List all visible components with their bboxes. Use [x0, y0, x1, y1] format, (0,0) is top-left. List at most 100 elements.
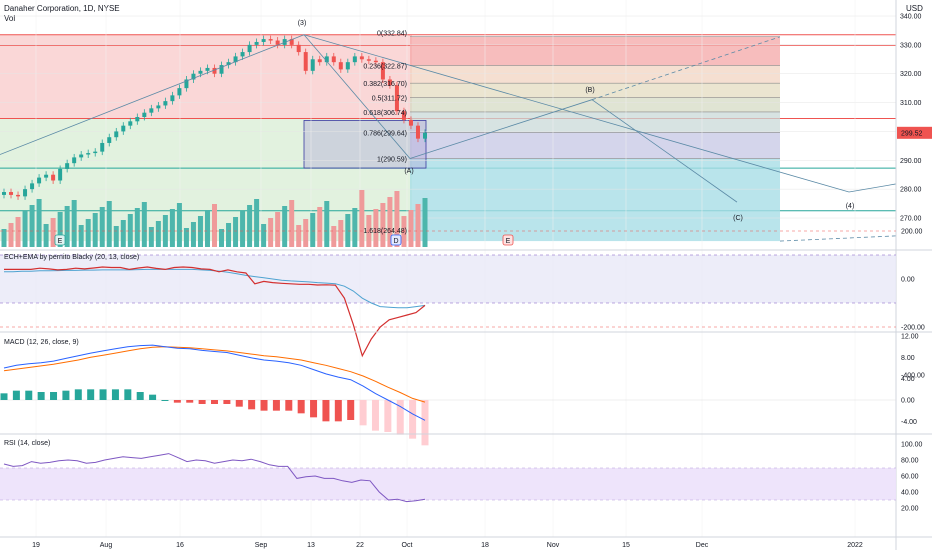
candle [170, 95, 175, 102]
ech-panel-title: ECH+EMA by pernito Blacky (20, 13, close… [4, 254, 139, 261]
volume-bar [106, 201, 112, 247]
event-marker-2 [502, 234, 514, 246]
fib-band-2 [410, 83, 780, 98]
volume-bar [338, 220, 344, 247]
volume-bar [380, 203, 386, 247]
volume-bar [8, 223, 14, 247]
resistance-zone [0, 34, 412, 119]
macd-hist-bar [87, 389, 95, 400]
wave-a-line [303, 34, 411, 159]
currency-label: USD [906, 4, 923, 13]
wave-label: (3) [298, 20, 307, 27]
macd-hist-bar [285, 400, 293, 411]
price-axis: 340.00330.00320.00310.00300.00290.00280.… [895, 0, 932, 550]
volume-bar [113, 226, 119, 247]
macd-hist-bar [37, 392, 45, 400]
lower-dashed-line [779, 235, 897, 242]
candle [366, 59, 371, 61]
volume-bar [50, 218, 56, 247]
macd-hist-bar [25, 390, 33, 400]
volume-bar [317, 207, 323, 247]
channel-line [303, 34, 850, 193]
wave-label: (A) [404, 168, 413, 175]
volume-bar [92, 213, 98, 247]
fib-level-label: 1(290.59) [377, 157, 407, 164]
candle [93, 151, 98, 154]
volume-bar [394, 191, 400, 247]
candle [58, 168, 63, 181]
macd-tick-label: -4.00 [901, 419, 917, 426]
volume-bar [289, 200, 295, 247]
volume-bar [331, 226, 337, 247]
volume-bar [247, 205, 253, 247]
candle [107, 137, 112, 143]
fib-level-label: 0.382(316.70) [363, 81, 407, 88]
volume-bar [422, 198, 428, 247]
fib-band-5 [410, 132, 780, 159]
volume-bar [1, 229, 7, 247]
ech-tick-label: 200.00 [901, 229, 923, 236]
candle [415, 125, 420, 139]
volume-bar [401, 216, 407, 247]
fib-band-0 [410, 36, 780, 66]
time-tick-label: 13 [307, 542, 315, 549]
candle [310, 59, 315, 71]
candle [23, 189, 28, 197]
macd-tick-label: 4.00 [901, 376, 915, 383]
macd-hist-bar [124, 389, 132, 400]
candle [338, 62, 343, 70]
macd-line [3, 344, 426, 421]
wave-c-line [591, 99, 738, 203]
macd-hist-bar [12, 390, 20, 400]
candle [289, 39, 294, 45]
candle [9, 192, 14, 195]
time-tick-label: Sep [255, 542, 268, 549]
macd-hist-bar [149, 394, 157, 400]
fib-band-3 [410, 97, 780, 112]
wave-label: (4) [846, 203, 855, 210]
candle [177, 88, 182, 96]
macd-hist-bar [396, 400, 404, 435]
fib-labels: 0(332.84) 0.236(322.87) 0.382(316.70) 0.5(3… [363, 31, 407, 235]
fib-level-label: 0.5(311.72) [372, 96, 407, 103]
candle [324, 56, 329, 63]
ech-tick-label: -400.00 [901, 373, 925, 380]
ech-tick-label: 0.00 [901, 277, 915, 284]
fib-level-label: 0.618(306.74) [363, 110, 407, 117]
volume-bar [197, 216, 203, 247]
volume-bar [373, 209, 379, 247]
rsi-tick-label: 20.00 [901, 506, 919, 513]
macd-tick-label: 0.00 [901, 398, 915, 405]
price-tick-label: 320.00 [900, 71, 922, 78]
event-marker-label: D [393, 238, 398, 245]
time-axis: 19 Aug 16 Sep 13 22 Oct 18 Nov 15 Dec 2022 [0, 536, 932, 549]
candle [121, 125, 126, 132]
candle [331, 56, 336, 63]
rsi-band [0, 468, 896, 500]
macd-tick-label: 8.00 [901, 355, 915, 362]
candle [198, 70, 203, 74]
candle [135, 117, 140, 122]
volume-bar [282, 206, 288, 247]
candle [387, 79, 392, 86]
volume-bar [120, 220, 126, 247]
macd-hist-bar [161, 400, 169, 401]
fib-extension-band [410, 158, 780, 242]
price-tick-label: 290.00 [900, 158, 922, 165]
projection-dashed [591, 36, 781, 101]
volume-bar [141, 202, 147, 247]
candle [65, 163, 70, 169]
macd-hist-bar [0, 393, 8, 400]
macd-signal-line [3, 346, 426, 403]
candle [128, 121, 133, 126]
time-tick-label: 15 [622, 542, 630, 549]
macd-hist-bar [322, 400, 330, 422]
candle [2, 192, 6, 195]
volume-bars [1, 190, 428, 247]
candle [184, 79, 189, 89]
volume-bar [29, 205, 35, 247]
candle [37, 177, 42, 184]
macd-hist-bar [371, 400, 379, 431]
time-tick-label: 22 [356, 542, 364, 549]
